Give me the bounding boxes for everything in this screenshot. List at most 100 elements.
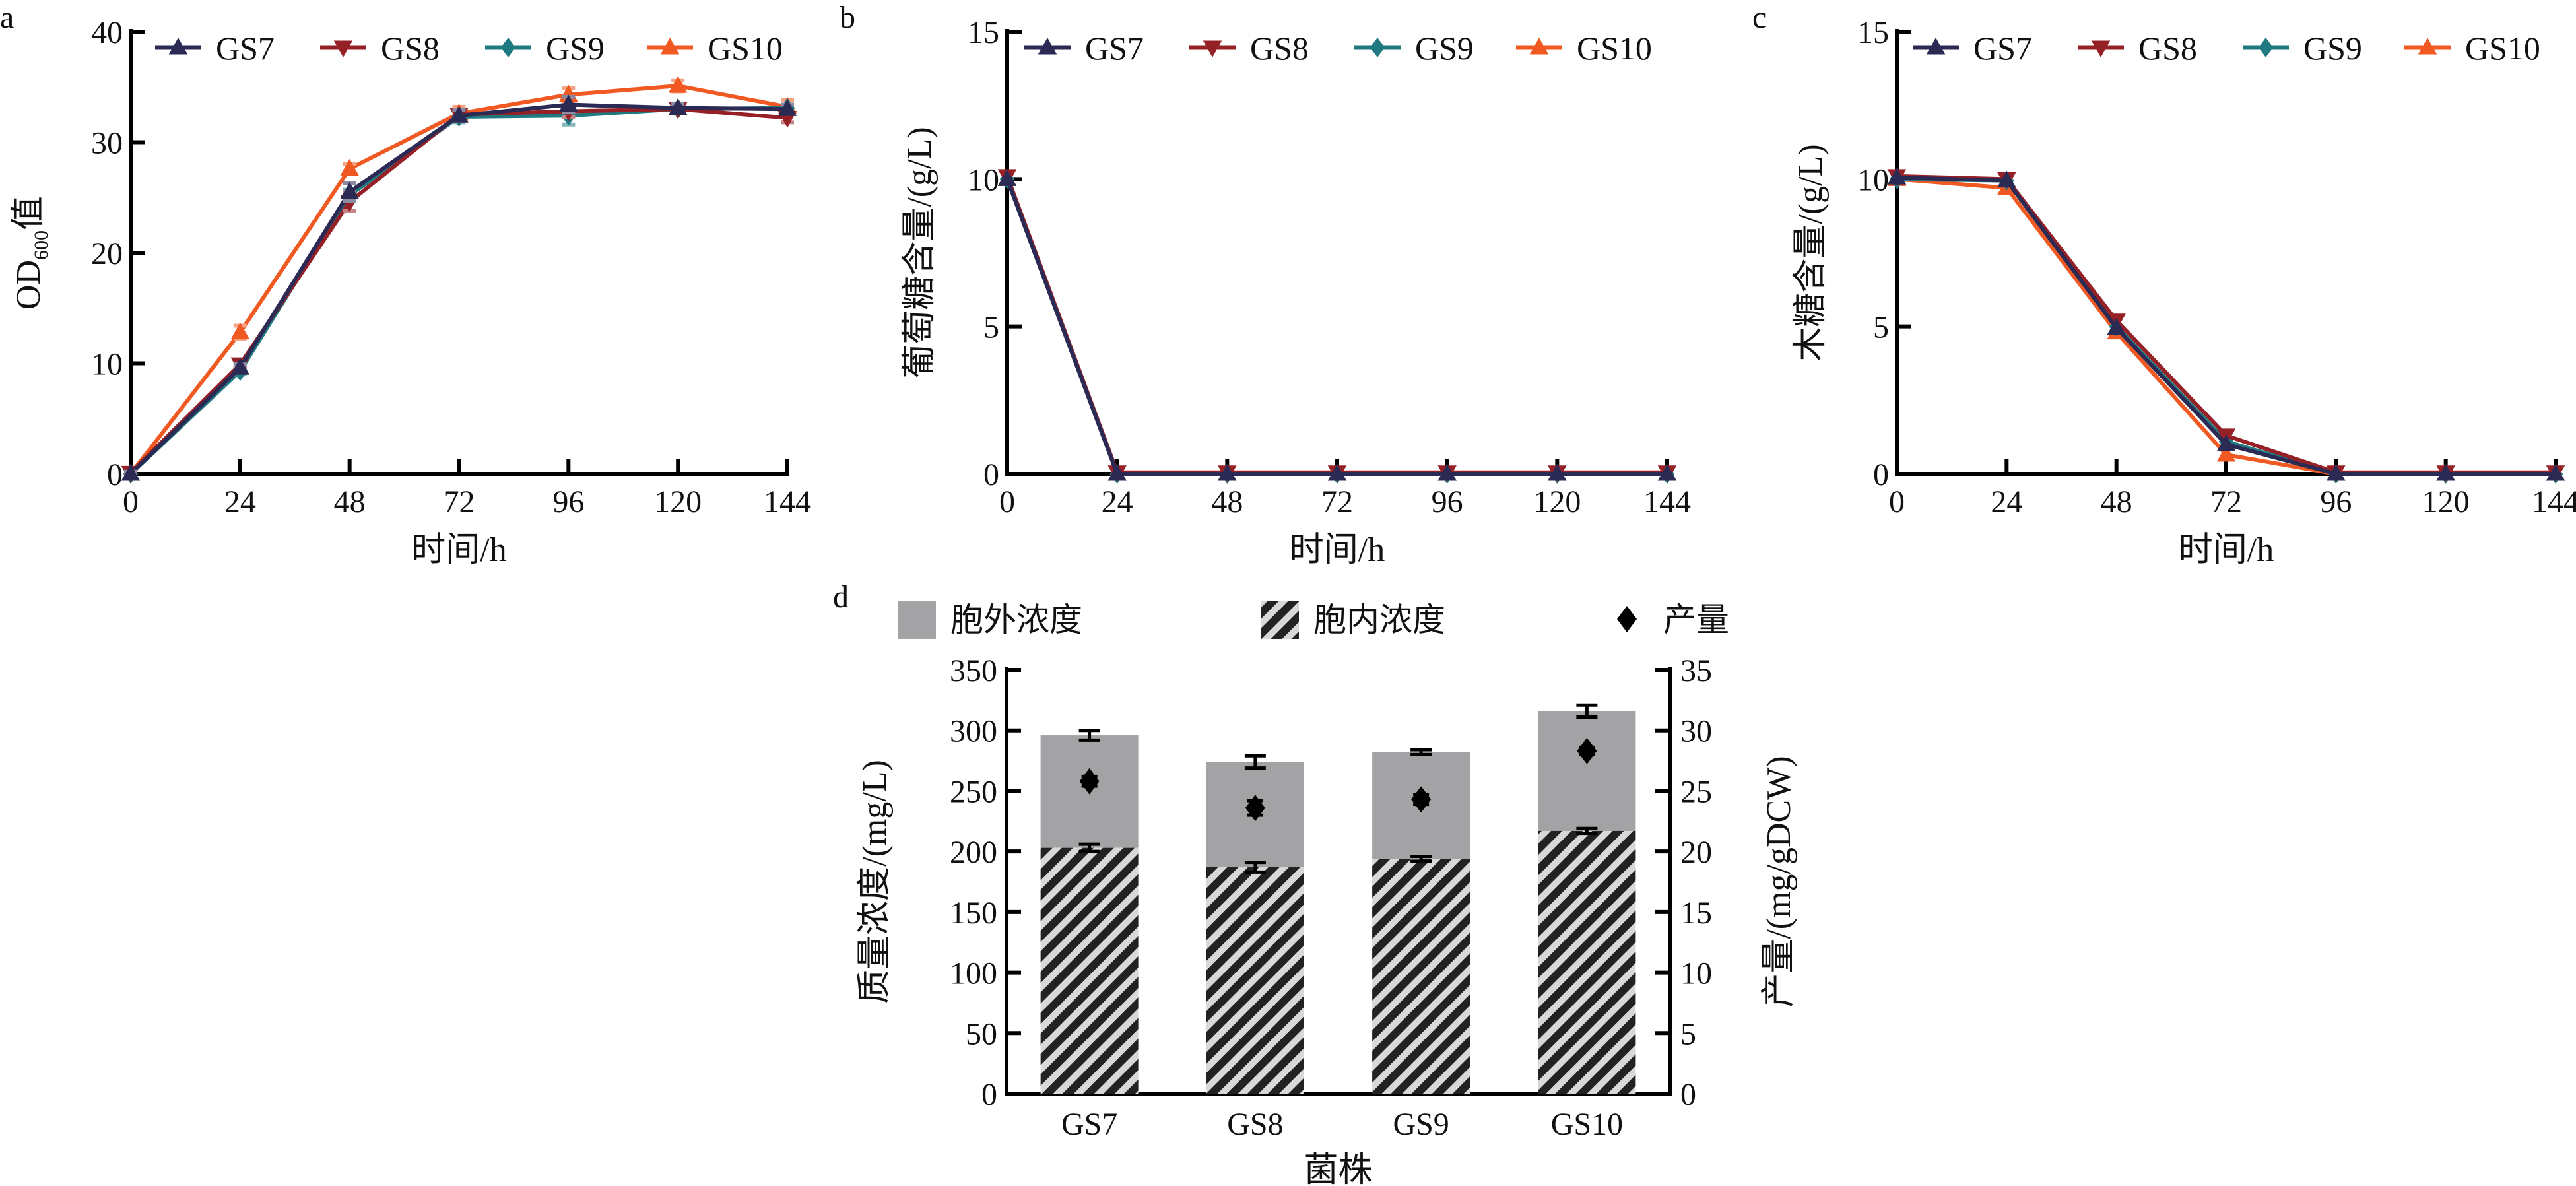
- legend-swatch-solid-icon: [898, 601, 936, 639]
- series-GS9: [999, 169, 1675, 484]
- legend-label: GS8: [2138, 30, 2197, 67]
- y-axis-title: OD600值: [10, 196, 52, 310]
- data-point: [230, 322, 250, 340]
- x-tick-label: 96: [2320, 484, 2352, 519]
- legend-marker-icon: [2091, 40, 2111, 57]
- yield-point: [1245, 795, 1265, 822]
- data-point: [777, 99, 797, 116]
- y-axis-title: 葡萄糖含量/(g/L): [901, 127, 939, 378]
- x-axis-title: 时间/h: [1290, 531, 1385, 569]
- panel-label-c: c: [1752, 0, 1766, 35]
- series-line: [129, 84, 788, 475]
- legend: 胞外浓度 胞内浓度 产量: [898, 601, 1729, 639]
- panel-label-a: a: [0, 0, 14, 35]
- legend-label: GS9: [1415, 30, 1474, 67]
- y-tick-label-left: 200: [950, 835, 997, 870]
- data-point: [668, 76, 688, 93]
- y-tick-label-right: 35: [1680, 653, 1712, 688]
- y-tick-label: 30: [91, 126, 123, 161]
- legend-label: GS8: [1250, 30, 1309, 67]
- y-tick-label: 10: [1857, 162, 1889, 197]
- legend-item-GS7: GS7: [1913, 30, 2032, 67]
- bar-intracellular: [1538, 830, 1636, 1094]
- legend-marker-icon: [1038, 38, 1057, 55]
- y-tick-label-left: 150: [950, 896, 997, 931]
- y-tick-label: 15: [1857, 15, 1889, 50]
- series-line: [1005, 178, 1667, 476]
- legend-label: GS7: [216, 30, 275, 67]
- x-tick-label: 120: [1533, 484, 1581, 519]
- legend-label: GS10: [708, 30, 783, 67]
- x-tick-label: GS9: [1393, 1107, 1449, 1142]
- y-axis-title-subscript: 600: [30, 230, 52, 260]
- data-point: [1327, 464, 1347, 481]
- legend-item-GS8: GS8: [1189, 30, 1309, 67]
- data-point: [997, 169, 1017, 186]
- panel-label-d: d: [833, 579, 849, 614]
- legend-marker-icon: [1203, 40, 1222, 57]
- legend-item-GS7: GS7: [1024, 30, 1144, 67]
- data-point: [1107, 464, 1127, 481]
- series-line: [1005, 175, 1667, 475]
- x-tick-label: GS8: [1227, 1107, 1283, 1142]
- data-point: [230, 358, 250, 375]
- y-tick-label: 40: [91, 15, 123, 50]
- x-tick-label: 120: [654, 484, 702, 519]
- series-line: [129, 102, 788, 476]
- y-tick-label-right: 15: [1680, 896, 1712, 931]
- x-tick-label: 72: [1321, 484, 1353, 519]
- legend-item-intracellular: 胞内浓度: [1261, 601, 1445, 639]
- legend-marker-icon: [500, 38, 516, 57]
- data-point: [2327, 464, 2346, 481]
- legend-item-GS9: GS9: [1354, 30, 1474, 67]
- x-tick-label: 48: [334, 484, 366, 519]
- legend-item-GS8: GS8: [320, 30, 440, 67]
- y-tick-label-left: 350: [950, 653, 997, 688]
- series-GS7: [1887, 168, 2565, 481]
- legend-swatch-hatched-icon: [1261, 601, 1299, 639]
- legend-marker-icon: [333, 40, 353, 57]
- x-tick-label: 96: [552, 484, 584, 519]
- x-tick-label: GS10: [1551, 1107, 1623, 1142]
- series-GS9: [123, 98, 795, 484]
- legend-marker-icon: [1926, 38, 1946, 55]
- x-tick-label: 0: [123, 484, 139, 519]
- data-point: [2107, 317, 2126, 335]
- legend: GS7 GS8 GS9 GS10: [1024, 30, 1652, 67]
- series-line: [1896, 174, 2556, 475]
- y-tick-label: 20: [91, 236, 123, 271]
- x-tick-label: 144: [2532, 484, 2576, 519]
- legend: GS7 GS8 GS9 GS10: [155, 30, 783, 67]
- series-GS10: [997, 169, 1677, 481]
- y-axis-title-right: 产量/(mg/gDCW): [1760, 756, 1798, 1007]
- data-point: [340, 181, 359, 199]
- y-tick-label: 10: [91, 347, 123, 382]
- legend-marker-icon: [168, 38, 188, 55]
- y-tick-label-left: 250: [950, 774, 997, 809]
- x-axis-title: 时间/h: [2179, 531, 2274, 569]
- x-tick-label: 48: [2101, 484, 2132, 519]
- legend-marker-icon: [2418, 38, 2437, 55]
- y-tick-label-right: 25: [1680, 774, 1712, 809]
- legend-marker-icon: [1529, 38, 1549, 55]
- legend-marker-icon: [2258, 38, 2274, 57]
- series-GS7: [121, 94, 797, 481]
- data-point: [449, 106, 469, 123]
- legend-item-GS10: GS10: [647, 30, 783, 67]
- data-point: [121, 464, 141, 481]
- legend-label: 产量: [1663, 601, 1729, 638]
- bar-group-GS9: [1372, 748, 1470, 1094]
- y-tick-label: 0: [107, 457, 123, 492]
- data-point: [340, 158, 359, 176]
- legend-marker-icon: [1370, 38, 1385, 57]
- y-tick-label: 0: [1873, 457, 1889, 492]
- data-point: [1997, 170, 2016, 188]
- series-GS7: [997, 169, 1677, 481]
- y-tick-label: 10: [968, 162, 999, 197]
- y-tick-label-right: 5: [1680, 1016, 1696, 1051]
- y-tick-label: 15: [968, 15, 999, 50]
- x-tick-label: 72: [2210, 484, 2242, 519]
- x-tick-label: 24: [1102, 484, 1133, 519]
